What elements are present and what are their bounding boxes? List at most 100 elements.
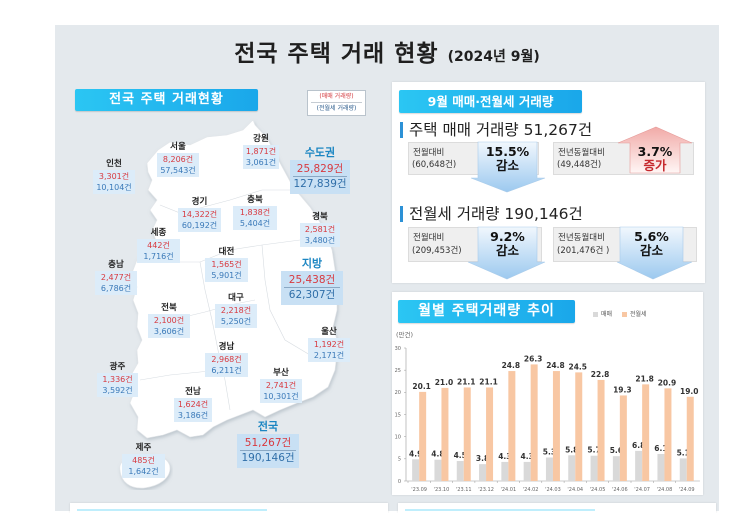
x-tick-label: '24.09 (679, 487, 695, 493)
region-rent: 2,171건 (313, 351, 345, 360)
down-arrow-icon (616, 226, 693, 280)
region-jeju: 제주 485건 1,642건 (122, 442, 165, 478)
bottom-right-card-header (405, 509, 595, 511)
data-label-sale: 5.8 (565, 445, 578, 454)
down-arrow-icon (467, 226, 546, 280)
summary-rent: 62,307건 (288, 289, 336, 301)
summary-sale: 25,829건 (293, 162, 347, 177)
region-rent: 60,192건 (181, 221, 218, 230)
region-chungnam: 충남 2,477건 6,786건 (95, 259, 137, 295)
data-label-sale: 4.8 (431, 450, 444, 459)
data-label-rent: 24.8 (502, 361, 521, 370)
bar-sale (523, 461, 531, 481)
region-jeonnam: 전남 1,624건 3,186건 (174, 386, 212, 422)
region-name: 대전 (218, 247, 235, 257)
region-sale: 8,206건 (162, 155, 194, 164)
region-values: 2,581건 3,480건 (300, 223, 340, 247)
region-rent: 57,543건 (160, 166, 196, 175)
bar-sale (412, 459, 420, 481)
legend-swatch-sale (593, 312, 598, 317)
region-values: 2,218건 5,250건 (215, 304, 257, 328)
region-sale: 485건 (132, 456, 155, 465)
region-rent: 3,606건 (153, 327, 185, 336)
region-values: 1,336건 3,592건 (97, 373, 138, 397)
region-gyeongnam: 경남 2,968건 6,211건 (205, 341, 248, 377)
rent-yoy-pct: 5.6% (634, 229, 669, 244)
region-seoul: 서울 8,206건 57,543건 (157, 141, 199, 177)
data-label-sale: 4.3 (521, 452, 534, 461)
data-label-sale: 5.7 (587, 446, 600, 455)
legend-label-rent: 전월세 (629, 311, 647, 318)
sale-mom-dir: 감소 (495, 158, 519, 173)
bar-rent (597, 379, 605, 481)
region-sale: 1,565건 (211, 260, 242, 269)
region-sale: 3,301건 (98, 172, 130, 181)
data-label-sale: 5.1 (677, 448, 690, 457)
x-tick-label: '24.01 (500, 487, 516, 493)
bar-rent (686, 396, 694, 481)
rent-yoy-label: 전년동월대비 (558, 233, 605, 243)
region-rent: 3,186건 (177, 411, 209, 420)
data-label-rent: 21.8 (635, 374, 654, 383)
region-values: 8,206건 57,543건 (157, 153, 199, 177)
y-axis-unit: (만건) (396, 331, 414, 339)
sale-mom-base: (60,648건) (412, 160, 457, 170)
legend-rent: (전월세 거래량) (316, 105, 357, 112)
bar-sale (501, 461, 509, 481)
region-sale: 1,838건 (239, 208, 271, 217)
bottom-left-card (70, 503, 388, 513)
region-name: 충북 (247, 195, 263, 205)
summary-name: 지방 (301, 257, 323, 270)
region-sale: 2,741건 (265, 381, 297, 390)
rent-mom-pct: 9.2% (490, 229, 525, 244)
region-values: 2,100건 3,606건 (148, 314, 190, 338)
region-sejong: 세종 442건 1,716건 (137, 227, 180, 263)
region-name: 강원 (253, 134, 269, 144)
data-label-rent: 24.8 (546, 361, 565, 370)
bar-sale (612, 456, 620, 481)
page-title: 전국 주택 거래 현황 (234, 41, 439, 67)
region-sale: 1,192건 (313, 340, 345, 349)
bar-rent (552, 371, 560, 481)
region-values: 1,871건 3,061건 (243, 145, 279, 169)
y-tick-label: 20 (395, 390, 401, 396)
trend-section-header: 월별 주택거래량 추이 (398, 300, 575, 323)
chart-legend: 매매 전월세 (593, 309, 655, 318)
region-sale: 1,871건 (245, 147, 277, 156)
data-label-sale: 5.6 (610, 446, 623, 455)
region-rent: 5,901건 (211, 271, 242, 280)
data-label-sale: 6.8 (632, 441, 645, 450)
x-tick-label: '23.09 (411, 487, 427, 493)
bar-rent (575, 372, 583, 481)
data-label-rent: 20.1 (412, 382, 431, 391)
bar-rent (463, 387, 471, 481)
summary-provinces: 지방 25,438건 62,307건 (281, 256, 343, 305)
region-values: 14,322건 60,192건 (178, 208, 221, 232)
bar-sale (657, 453, 665, 481)
map-section-header: 전국 주택 거래현황 (75, 89, 258, 111)
data-label-rent: 21.1 (457, 377, 476, 386)
region-rent: 6,211건 (211, 366, 242, 375)
region-name: 서울 (170, 142, 186, 152)
bar-sale (635, 450, 643, 481)
region-name: 경북 (312, 212, 328, 222)
summary-rent: 127,839건 (293, 178, 347, 190)
legend-item-rent: 전월세 (621, 311, 647, 318)
region-rent: 3,480건 (304, 236, 336, 245)
data-label-rent: 19.3 (613, 385, 632, 394)
region-values: 1,192건 2,171건 (308, 338, 350, 362)
region-sale: 442건 (147, 241, 170, 250)
summary-values: 51,267건 190,146건 (237, 434, 299, 468)
region-sale: 2,968건 (211, 355, 242, 364)
up-arrow-icon (617, 126, 693, 174)
y-tick-label: 30 (395, 346, 401, 352)
region-sale: 2,100건 (153, 316, 185, 325)
x-tick-label: '24.06 (612, 487, 628, 493)
page-subtitle: (2024년 9월) (447, 49, 540, 65)
sale-yoy-pct: 3.7% (637, 144, 673, 159)
legend-sale: (매매 거래량) (311, 91, 362, 103)
x-tick-label: '24.08 (657, 487, 673, 493)
region-daejeon: 대전 1,565건 5,901건 (205, 246, 248, 282)
bar-sale (590, 455, 598, 481)
